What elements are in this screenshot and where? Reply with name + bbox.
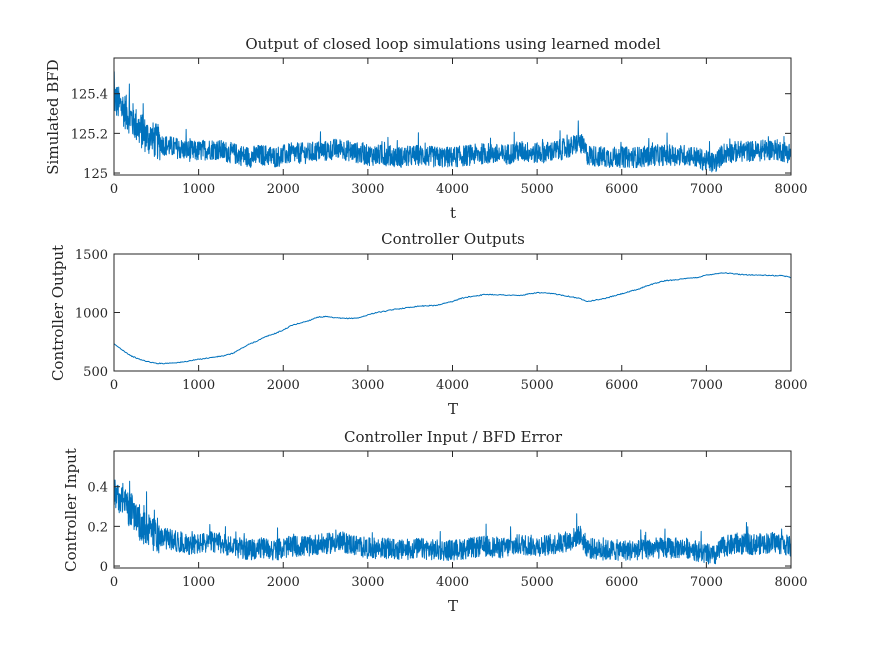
panel-2-ytick-label: 500 (83, 365, 108, 380)
panel-3-xtick-label: 4000 (436, 575, 469, 590)
panel-simulated-bfd: Output of closed loop simulations using … (44, 35, 808, 222)
panel-3-ytick-label: 0 (100, 560, 108, 575)
panel-3-xlabel: T (448, 597, 458, 615)
panel-1-ylabel: Simulated BFD (44, 59, 62, 174)
panel-3-xtick-label: 3000 (351, 575, 384, 590)
panel-1-title: Output of closed loop simulations using … (245, 35, 661, 53)
panel-3-xtick-label: 0 (110, 575, 118, 590)
panel-1-xtick-label: 1000 (182, 182, 215, 197)
panel-1-series-line-0 (113, 71, 792, 173)
panel-1-xtick-label: 2000 (267, 182, 300, 197)
panel-1-ytick-label: 125.2 (71, 127, 108, 142)
panel-1-ytick-label: 125 (83, 167, 108, 182)
panel-2-xtick-label: 1000 (182, 378, 215, 393)
panel-2-ylabel: Controller Output (49, 245, 67, 381)
panel-2-xtick-label: 5000 (521, 378, 554, 393)
panel-2-series-line-0 (113, 272, 792, 365)
panel-1-xtick-label: 5000 (521, 182, 554, 197)
panel-3-title: Controller Input / BFD Error (344, 428, 563, 446)
panel-3-plot-area: 0 1000 2000 3000 4000 5000 6000 7000 8000 0 0.2 0.4 (87, 450, 808, 590)
panel-controller-input: Controller Input / BFD Error 0 1000 2000 30… (62, 428, 808, 615)
panel-1-xtick-label: 8000 (774, 182, 807, 197)
panel-2-ytick-label: 1000 (75, 307, 108, 322)
panel-1-ytick-label: 125.4 (71, 88, 108, 103)
panel-3-xtick-label: 6000 (605, 575, 638, 590)
panel-3-xtick-label: 2000 (267, 575, 300, 590)
panel-2-xtick-label: 2000 (267, 378, 300, 393)
panel-2-ytick-label: 1500 (75, 248, 108, 263)
panel-3-ytick-label: 0.4 (87, 481, 108, 496)
panel-1-xtick-label: 4000 (436, 182, 469, 197)
panel-2-xtick-label: 8000 (774, 378, 807, 393)
panel-3-xtick-label: 8000 (774, 575, 807, 590)
panel-3-xtick-label: 5000 (521, 575, 554, 590)
panel-1-xlabel: t (450, 204, 456, 222)
panel-2-xtick-label: 3000 (351, 378, 384, 393)
panel-3-xtick-label: 1000 (182, 575, 215, 590)
panel-2-xlabel: T (448, 400, 458, 418)
panel-1-xtick-label: 0 (110, 182, 118, 197)
panel-3-series-line-0 (113, 479, 792, 565)
panel-3-ytick-label: 0.2 (87, 520, 108, 535)
panel-2-xtick-label: 7000 (690, 378, 723, 393)
panel-1-xtick-label: 3000 (351, 182, 384, 197)
panel-2-plot-area: 0 1000 2000 3000 4000 5000 6000 7000 8000 500 1000… (75, 248, 808, 393)
panel-2-xtick-label: 0 (110, 378, 118, 393)
panel-1-xtick-label: 6000 (605, 182, 638, 197)
panel-3-xtick-label: 7000 (690, 575, 723, 590)
panel-1-plot-area: 0 1000 2000 3000 4000 5000 6000 7000 8000 125 125.… (71, 57, 808, 197)
panel-2-xtick-label: 4000 (436, 378, 469, 393)
panel-2-title: Controller Outputs (381, 230, 525, 248)
panel-2-xtick-label: 6000 (605, 378, 638, 393)
panel-controller-outputs: Controller Outputs 0 1000 2000 3000 4000 5000… (49, 230, 808, 418)
panel-3-ylabel: Controller Input (62, 448, 80, 572)
panel-1-xtick-label: 7000 (690, 182, 723, 197)
